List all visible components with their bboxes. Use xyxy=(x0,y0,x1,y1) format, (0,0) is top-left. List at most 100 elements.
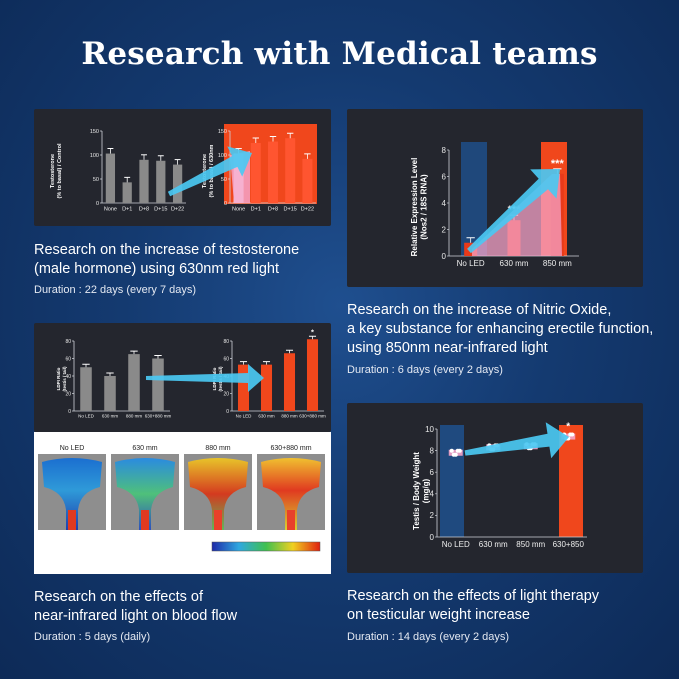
y-axis-label: Testis / Body Weight xyxy=(412,452,421,530)
blood-flow-heatmaps: No LED 630 mm 880 mm 630+880 mm xyxy=(38,445,325,552)
significance-label: * xyxy=(311,327,314,336)
y-tick-label: 60 xyxy=(223,356,229,362)
x-tick-label: 850 mm xyxy=(516,540,545,549)
bar xyxy=(172,164,183,203)
data-point xyxy=(451,452,456,457)
blood-flow-duration: Duration : 5 days (daily) xyxy=(34,631,151,643)
bar xyxy=(283,353,296,411)
x-tick-label: 630 mm xyxy=(500,259,529,268)
data-point xyxy=(449,448,454,453)
x-tick-label: D+1 xyxy=(122,207,132,213)
testosterone-caption: Research on the increase of testosterone… xyxy=(34,241,299,279)
x-tick-label: 850 mm xyxy=(543,259,572,268)
y-axis-label: Testosterone xyxy=(50,154,56,188)
trend-arrow xyxy=(167,146,252,197)
y-tick-label: 0 xyxy=(96,201,99,207)
y-tick-label: 80 xyxy=(223,339,229,345)
testis-weight-chart-panel: Testis / Body Weight (mg/g) 0 2 4 6 8 10 No LED 6… xyxy=(347,403,643,573)
y-tick-label: 10 xyxy=(425,425,434,434)
blood-flow-heatmap-panel: No LED 630 mm 880 mm 630+880 mm xyxy=(34,432,331,574)
nitric-oxide-chart-panel: Relative Expression Level (Nos2 / 18S RNA… xyxy=(347,109,643,287)
bar xyxy=(237,364,250,411)
y-tick-label: 0 xyxy=(226,409,229,415)
heatmap-image xyxy=(188,458,248,530)
y-tick-label: 60 xyxy=(65,356,71,362)
testosterone-chart: Testosterone (% to basal) / Control050100… xyxy=(50,124,317,213)
y-axis-label: Relative Expression Level xyxy=(410,158,419,257)
heatmap-vessel xyxy=(68,510,76,530)
bar xyxy=(139,159,149,203)
x-tick-label: 880 mm xyxy=(281,414,298,419)
nitric-oxide-caption: Research on the increase of Nitric Oxide… xyxy=(347,301,653,358)
x-tick-label: D+15 xyxy=(154,207,167,213)
caption-line: a key substance for enhancing erectile f… xyxy=(347,321,654,337)
x-tick-label: 630 mm xyxy=(479,540,508,549)
x-tick-label: 630 mm xyxy=(102,414,119,419)
y-tick-label: 4 xyxy=(442,199,447,208)
y-axis-label: Testosterone xyxy=(202,154,208,188)
significance-label: *** xyxy=(551,158,565,170)
y-tick-label: 6 xyxy=(430,468,435,477)
significance-label: * xyxy=(566,422,570,433)
caption-line: Research on the increase of testosterone xyxy=(34,242,300,258)
bar xyxy=(285,138,296,203)
x-tick-label: D+8 xyxy=(268,207,278,213)
x-tick-label: 630+880 mm xyxy=(145,414,172,419)
y-axis-label: LDPI Ratio xyxy=(56,367,61,390)
y-tick-label: 100 xyxy=(218,153,227,159)
y-tick-label: 150 xyxy=(90,129,99,135)
y-tick-label: 2 xyxy=(430,511,435,520)
y-tick-label: 2 xyxy=(442,225,447,234)
y-tick-label: 50 xyxy=(93,177,99,183)
bar xyxy=(152,358,164,411)
blood-flow-chart: LDPI Ratio (testis / tail) 0 20 40 60 80 No LED… xyxy=(56,327,326,419)
x-tick-label: 630+880 mm xyxy=(299,414,326,419)
bar xyxy=(250,143,261,203)
bar xyxy=(302,158,313,203)
y-tick-label: 0 xyxy=(68,409,71,415)
bar xyxy=(122,182,132,203)
heatmap-image xyxy=(115,458,175,530)
x-tick-label: D+15 xyxy=(284,207,297,213)
x-tick-label: No LED xyxy=(78,414,95,419)
blood-flow-chart-panel: LDPI Ratio (testis / tail) 0 20 40 60 80 No LED… xyxy=(34,323,331,432)
x-tick-label: 630+850 xyxy=(553,540,585,549)
nitric-oxide-chart: Relative Expression Level (Nos2 / 18S RNA… xyxy=(410,142,579,268)
nitric-oxide-duration: Duration : 6 days (every 2 days) xyxy=(347,364,503,376)
y-tick-label: 150 xyxy=(218,129,227,135)
caption-line: near-infrared light on blood flow xyxy=(34,608,238,624)
data-point xyxy=(568,432,573,437)
color-scale-bar xyxy=(212,542,320,551)
y-tick-label: 40 xyxy=(65,374,71,380)
caption-line: using 850nm near-infrared light xyxy=(347,340,548,356)
caption-line: Research on the effects of xyxy=(34,589,204,605)
heatmap-vessel xyxy=(141,510,149,530)
bar xyxy=(260,364,273,411)
x-tick-label: D+22 xyxy=(171,207,184,213)
trend-arrow xyxy=(467,169,560,254)
heatmap-vessel xyxy=(287,510,295,530)
caption-line: Research on the effects of light therapy xyxy=(347,588,600,604)
y-tick-label: 8 xyxy=(442,146,447,155)
bar xyxy=(105,153,116,203)
y-tick-label: 4 xyxy=(430,490,435,499)
bar xyxy=(306,339,319,411)
y-axis-label: (testis / tail) xyxy=(62,366,67,392)
y-tick-label: 6 xyxy=(442,172,447,181)
x-tick-label: D+8 xyxy=(139,207,149,213)
y-tick-label: 8 xyxy=(430,446,435,455)
y-axis-label: (mg/g) xyxy=(422,478,431,503)
testis-weight-chart: Testis / Body Weight (mg/g) 0 2 4 6 8 10 No LED 6… xyxy=(412,422,587,549)
trend-arrow xyxy=(146,364,264,392)
heatmap-label: 630+880 mm xyxy=(270,445,311,452)
bar xyxy=(128,354,140,411)
x-tick-label: No LED xyxy=(236,414,253,419)
data-point xyxy=(455,448,460,453)
y-axis-label: (% to basal) / Control xyxy=(57,143,63,198)
heatmap-label: No LED xyxy=(60,445,85,452)
heatmap-image xyxy=(42,458,102,530)
page-title: Research with Medical teams xyxy=(81,36,598,72)
testis-weight-duration: Duration : 14 days (every 2 days) xyxy=(347,631,510,643)
heatmap-vessel xyxy=(214,510,222,530)
x-tick-label: 880 mm xyxy=(126,414,143,419)
